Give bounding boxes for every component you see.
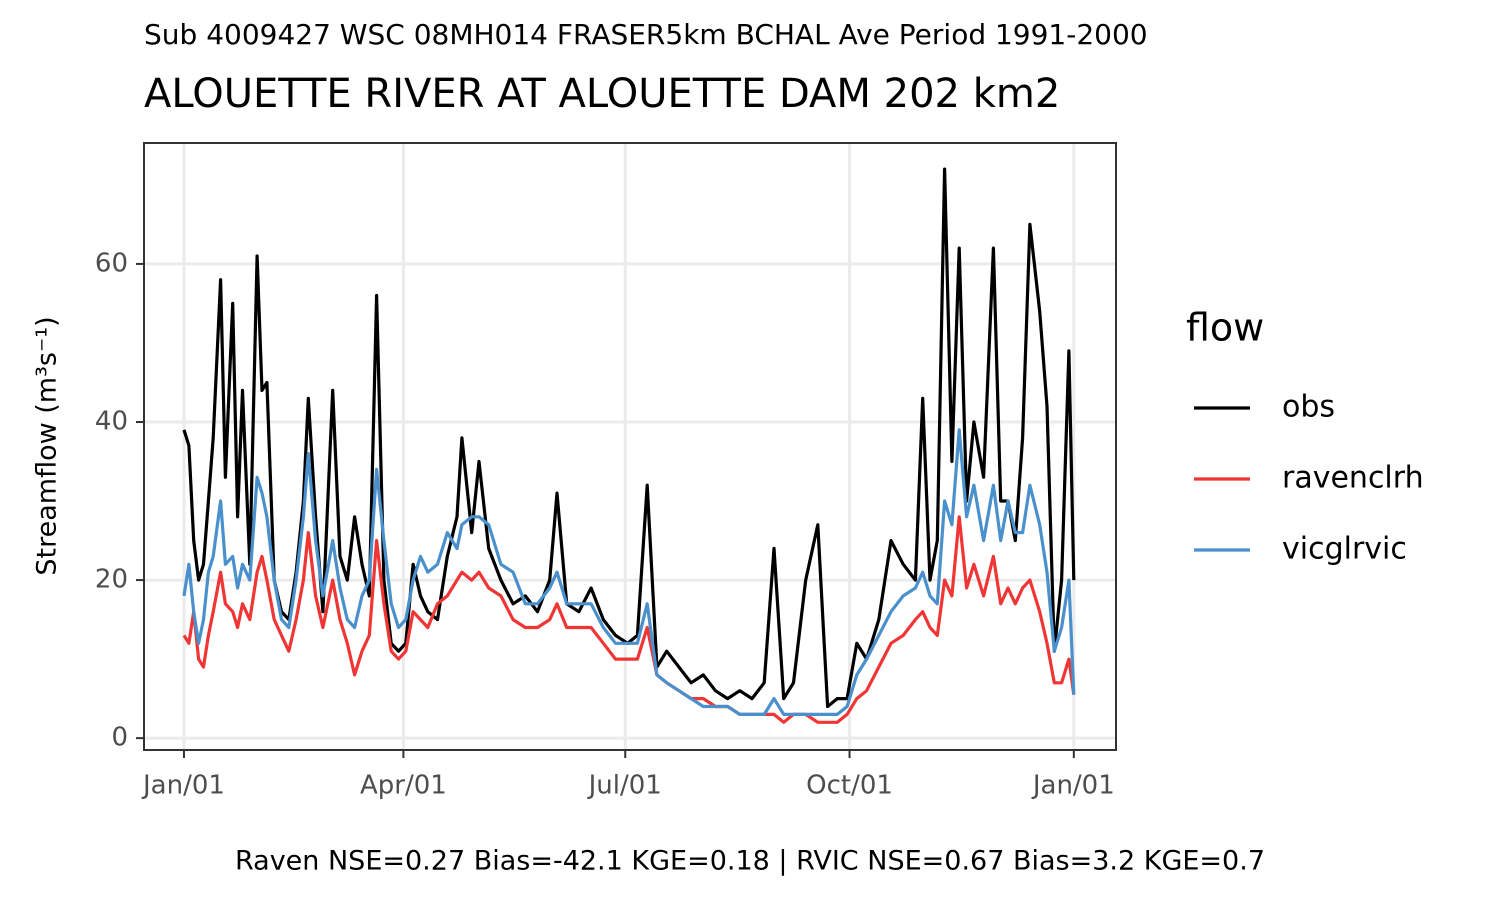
x-tick-label: Oct/01	[806, 771, 893, 801]
series-line	[182, 167, 1076, 709]
y-tick-label: 20	[95, 565, 128, 595]
y-tick-label: 0	[111, 723, 128, 753]
chart-subtitle: Sub 4009427 WSC 08MH014 FRASER5km BCHAL …	[144, 18, 1148, 51]
y-tick-label: 40	[95, 406, 128, 436]
axes: 0 20 40 60 Jan/01 Apr/01 Jul/01 Oct/01 Jan/01	[95, 248, 1115, 800]
legend-label: obs	[1282, 390, 1335, 425]
legend-label: ravenclrh	[1282, 461, 1424, 496]
x-tick-label: Jan/01	[1031, 771, 1115, 801]
legend: obs ravenclrh vicglrvic	[1194, 390, 1424, 567]
lines	[182, 167, 1076, 724]
chart-title: ALOUETTE RIVER AT ALOUETTE DAM 202 km2	[144, 71, 1060, 117]
y-tick-label: 60	[95, 248, 128, 278]
legend-title: flow	[1186, 306, 1264, 350]
series-line	[182, 515, 1076, 724]
x-tick-label: Apr/01	[360, 771, 447, 801]
y-axis-label: Streamflow (m³s⁻¹)	[32, 316, 63, 575]
legend-label: vicglrvic	[1282, 532, 1407, 567]
series-line	[182, 428, 1076, 716]
panel-border	[143, 142, 1117, 751]
x-tick-label: Jan/01	[141, 771, 225, 801]
x-tick-label: Jul/01	[587, 771, 662, 801]
caption: Raven NSE=0.27 Bias=-42.1 KGE=0.18 | RVI…	[235, 846, 1265, 877]
